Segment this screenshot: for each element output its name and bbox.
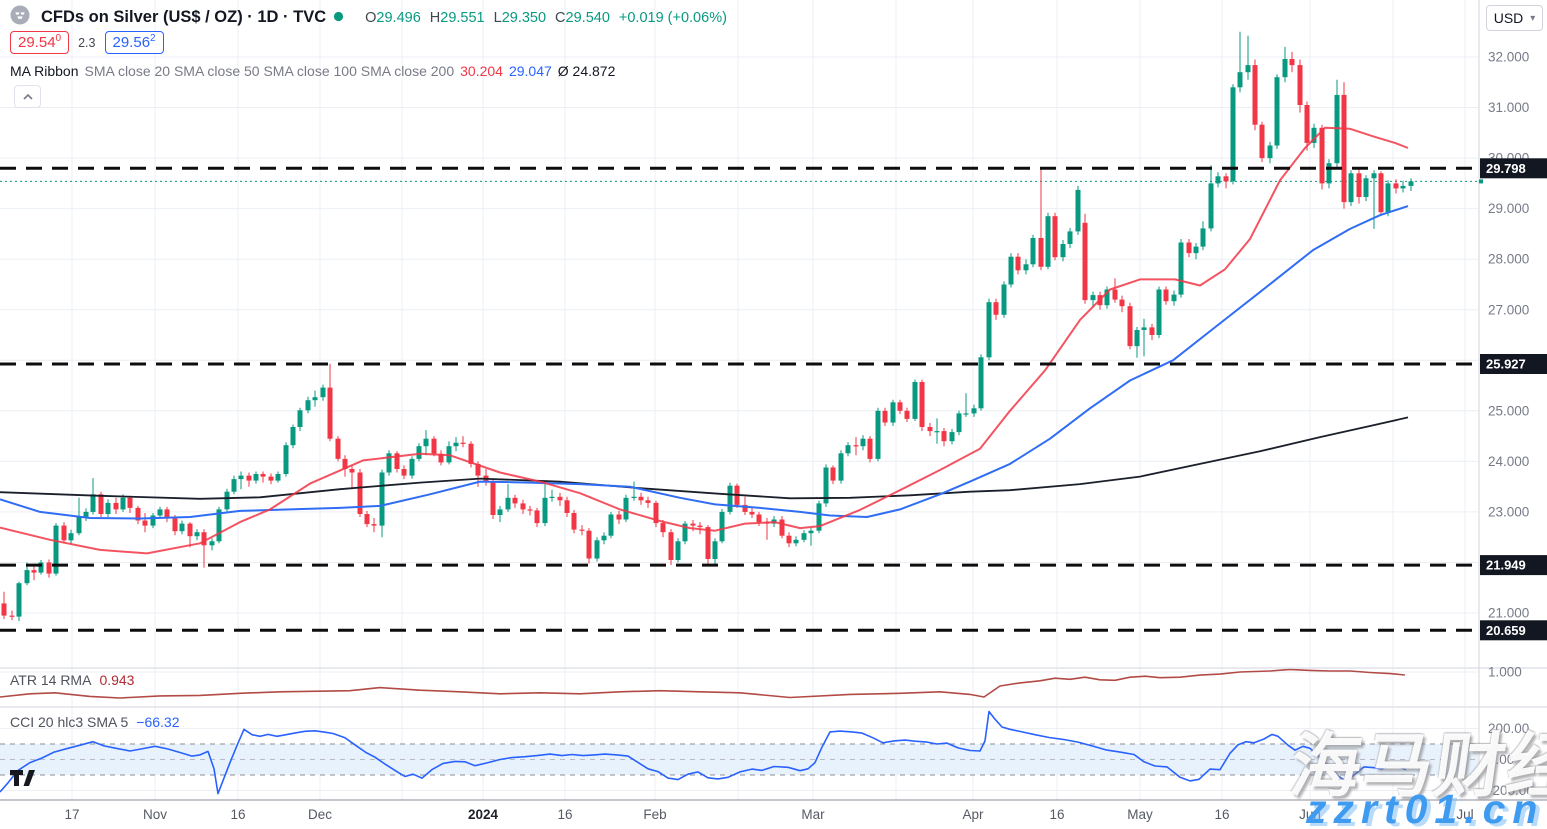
market-open-dot-icon[interactable] bbox=[333, 9, 344, 27]
svg-text:29.798: 29.798 bbox=[1486, 161, 1526, 176]
cci-legend-row[interactable]: CCI 20 hlc3 SMA 5 −66.32 bbox=[10, 714, 180, 730]
price-scale[interactable]: 32.00031.00030.00029.00028.00027.00025.0… bbox=[1479, 50, 1547, 799]
price-tick-label: 28.000 bbox=[1488, 252, 1529, 267]
cci-value: −66.32 bbox=[136, 714, 180, 730]
time-scale[interactable]: 17 Nov 16 Dec 2024 16 Feb Mar Apr 16 May 16 Jun Jul bbox=[64, 807, 1473, 822]
tradingview-logo-icon[interactable] bbox=[10, 768, 36, 793]
time-tick-label: Dec bbox=[308, 807, 332, 822]
symbol-legend-row[interactable]: CFDs on Silver (US$ / OZ) · 1D · TVC O29… bbox=[10, 5, 727, 30]
level-price-label: 25.927 bbox=[1480, 354, 1547, 374]
sma20-value: 30.204 bbox=[460, 63, 503, 79]
sma20-line bbox=[0, 126, 1409, 555]
price-tick-label: 25.000 bbox=[1488, 403, 1529, 418]
time-tick-label: 17 bbox=[64, 807, 79, 822]
cci-tick-label: 200.00 bbox=[1488, 721, 1529, 736]
currency-dropdown[interactable]: USD ▾ bbox=[1486, 5, 1543, 31]
time-tick-label: Nov bbox=[143, 807, 167, 822]
buy-button[interactable]: 29.562 bbox=[104, 31, 164, 54]
time-tick-label: May bbox=[1127, 807, 1153, 822]
level-price-label: 29.798 bbox=[1480, 158, 1547, 179]
sma-average-value: Ø 24.872 bbox=[557, 63, 616, 79]
chevron-down-icon: ▾ bbox=[1530, 12, 1536, 24]
price-tick-label: 29.000 bbox=[1488, 201, 1529, 216]
cci-line bbox=[0, 710, 1407, 795]
indicator-params: SMA close 20 SMA close 50 SMA close 100 … bbox=[84, 63, 455, 79]
high-value: 29.551 bbox=[440, 9, 485, 26]
svg-text:21.949: 21.949 bbox=[1486, 558, 1526, 573]
price-tick-label: 31.000 bbox=[1488, 100, 1529, 115]
atr-tick-label: 1.000 bbox=[1488, 665, 1522, 680]
sma200-line bbox=[0, 416, 1409, 500]
currency-label: USD bbox=[1493, 10, 1524, 26]
sma50-value: 29.047 bbox=[508, 63, 552, 79]
collapse-legend-button[interactable] bbox=[14, 85, 41, 108]
svg-text:20.659: 20.659 bbox=[1486, 623, 1526, 638]
last-price-tick bbox=[1479, 179, 1483, 184]
time-tick-label: 16 bbox=[557, 807, 572, 822]
svg-text:25.927: 25.927 bbox=[1486, 357, 1526, 372]
time-tick-label: Mar bbox=[801, 807, 825, 822]
time-tick-label: 16 bbox=[1214, 807, 1229, 822]
atr-line bbox=[0, 668, 1406, 699]
price-tick-label: 32.000 bbox=[1488, 50, 1529, 65]
indicator-name[interactable]: MA Ribbon bbox=[10, 63, 79, 79]
bid-ask-row: 29.540 2.3 29.562 bbox=[10, 31, 164, 54]
time-tick-label: 16 bbox=[1049, 807, 1064, 822]
price-tick-label: 24.000 bbox=[1488, 454, 1529, 469]
low-value: 29.350 bbox=[501, 9, 547, 26]
atr-value: 0.943 bbox=[99, 672, 135, 688]
time-tick-label: Apr bbox=[962, 807, 984, 822]
time-tick-label: 16 bbox=[230, 807, 245, 822]
time-tick-label: Jun bbox=[1299, 807, 1321, 822]
ohlc-readout: O29.496 H29.551 L29.350 C29.540 +0.019 (… bbox=[365, 9, 727, 26]
price-tick-label: 21.000 bbox=[1488, 606, 1529, 621]
spread-value: 2.3 bbox=[78, 35, 96, 50]
candlestick-series bbox=[1, 31, 1414, 622]
close-value: 29.540 bbox=[565, 9, 610, 26]
sell-button[interactable]: 29.540 bbox=[10, 31, 70, 54]
symbol-title[interactable]: CFDs on Silver (US$ / OZ) · 1D · TVC bbox=[41, 8, 327, 26]
time-tick-label: 2024 bbox=[468, 807, 499, 822]
level-price-label: 20.659 bbox=[1480, 620, 1547, 641]
time-tick-label: Jul bbox=[1456, 807, 1473, 822]
price-tick-label: 27.000 bbox=[1488, 302, 1529, 317]
cci-name[interactable]: CCI 20 hlc3 SMA 5 bbox=[10, 714, 129, 730]
price-tick-label: 23.000 bbox=[1488, 504, 1529, 519]
atr-name[interactable]: ATR 14 RMA bbox=[10, 672, 92, 688]
open-value: 29.496 bbox=[376, 9, 421, 26]
indicator-legend-row[interactable]: MA Ribbon SMA close 20 SMA close 50 SMA … bbox=[10, 63, 615, 79]
time-tick-label: Feb bbox=[643, 807, 666, 822]
change-value: +0.019 (+0.06%) bbox=[618, 9, 727, 26]
sma50-line bbox=[0, 205, 1409, 520]
atr-legend-row[interactable]: ATR 14 RMA 0.943 bbox=[10, 672, 134, 688]
cci-tick-label: -200.00 bbox=[1488, 783, 1534, 798]
instrument-icon bbox=[10, 5, 30, 30]
level-price-label: 21.949 bbox=[1480, 555, 1547, 576]
cci-tick-label: 0.00 bbox=[1488, 752, 1514, 767]
